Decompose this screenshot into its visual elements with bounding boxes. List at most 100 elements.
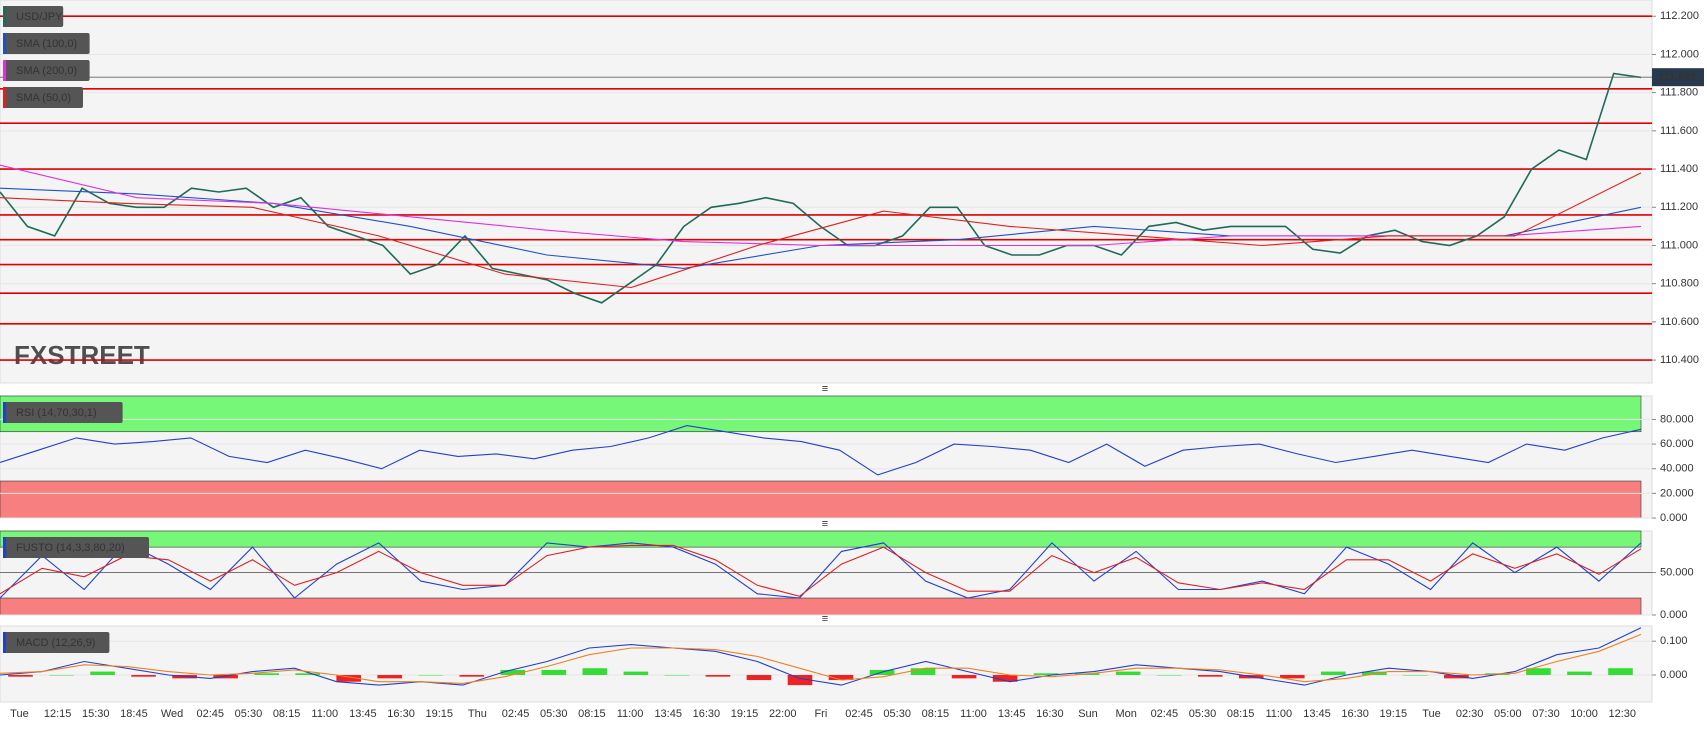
- histogram-bar: [746, 674, 772, 681]
- histogram-bar: [213, 674, 238, 679]
- y-tick-label: 80.000: [1660, 413, 1694, 425]
- x-tick-label: 11:00: [311, 708, 338, 720]
- series-line: [0, 544, 1642, 597]
- legend-box: [3, 87, 83, 108]
- x-tick-label: 19:15: [425, 708, 453, 720]
- zone-band: [0, 597, 1642, 616]
- x-tick-label: Thu: [468, 708, 487, 720]
- x-tick-label: 07:30: [1532, 708, 1560, 720]
- histogram-bar: [418, 674, 444, 676]
- y-tick-label: 111.800: [1660, 87, 1698, 99]
- histogram-bar: [1279, 674, 1305, 679]
- y-tick-label: 110.800: [1660, 278, 1699, 290]
- legend-swatch: [3, 60, 6, 81]
- pane-handle: ≡: [822, 613, 828, 625]
- histogram-bar: [1115, 671, 1141, 675]
- legend-swatch: [3, 6, 6, 27]
- legend-label: MACD (12,26,9): [16, 637, 95, 649]
- histogram-bar: [295, 673, 320, 675]
- x-tick-label: 05:30: [1189, 708, 1217, 720]
- x-tick-label: Wed: [161, 708, 183, 720]
- legend-swatch: [3, 632, 6, 653]
- series-line: [0, 172, 1642, 289]
- x-tick-label: 16:30: [693, 708, 721, 720]
- histogram-bar: [500, 669, 526, 675]
- histogram-bar: [1197, 674, 1223, 677]
- x-tick-label: 12:15: [44, 708, 72, 720]
- y-tick-label: 110.400: [1660, 354, 1699, 366]
- zone-band: [0, 530, 1642, 548]
- x-tick-label: 13:45: [1303, 708, 1331, 720]
- x-tick-label: 02:45: [845, 708, 873, 720]
- x-tick-label: 13:45: [349, 708, 377, 720]
- x-tick-label: 02:45: [1151, 708, 1179, 720]
- histogram-bar: [1403, 674, 1428, 676]
- legend-box: [3, 402, 123, 423]
- histogram-bar: [1156, 674, 1182, 676]
- x-tick-label: 11:00: [617, 708, 644, 720]
- x-tick-label: 22:00: [769, 708, 797, 720]
- y-tick-label: 111.600: [1660, 125, 1698, 137]
- x-tick-label: 11:00: [960, 708, 987, 720]
- series-line: [0, 633, 1642, 684]
- plot-area: [0, 0, 1653, 384]
- y-tick-label: 111.000: [1660, 239, 1698, 251]
- legend-label: SMA (100,0): [16, 38, 77, 50]
- histogram-bar: [8, 674, 33, 677]
- histogram-bar: [459, 674, 485, 677]
- histogram-bar: [541, 669, 567, 675]
- y-tick-label: 0.100: [1660, 635, 1688, 647]
- x-tick-label: 05:30: [540, 708, 568, 720]
- histogram-bar: [664, 674, 690, 676]
- pane-handle: ≡: [822, 383, 828, 395]
- x-tick-label: Tue: [10, 708, 29, 720]
- x-tick-label: 15:30: [82, 708, 110, 720]
- histogram-bar: [254, 673, 279, 675]
- x-tick-label: 11:00: [1265, 708, 1292, 720]
- x-tick-label: 16:30: [387, 708, 415, 720]
- histogram-bar: [705, 674, 731, 677]
- last-price-box: [1652, 68, 1704, 87]
- x-tick-label: Fri: [814, 708, 827, 720]
- histogram-bar: [828, 674, 854, 681]
- legend-swatch: [3, 402, 6, 423]
- x-tick-label: 05:30: [883, 708, 911, 720]
- y-tick-label: 60.000: [1660, 438, 1694, 450]
- y-tick-label: 20.000: [1660, 487, 1694, 499]
- x-tick-label: Mon: [1115, 708, 1136, 720]
- x-tick-label: 08:15: [922, 708, 950, 720]
- x-tick-label: 08:15: [273, 708, 301, 720]
- legend-box: [3, 6, 64, 27]
- x-tick-label: 18:45: [120, 708, 148, 720]
- y-tick-label: 110.600: [1660, 316, 1699, 328]
- y-tick-label: 0.000: [1660, 512, 1688, 524]
- histogram-bar: [582, 668, 608, 675]
- histogram-bar: [377, 674, 403, 679]
- histogram-bar: [992, 674, 1018, 682]
- legend-swatch: [3, 87, 6, 108]
- histogram-bar: [910, 668, 936, 675]
- histogram-bar: [787, 674, 813, 686]
- x-tick-label: 19:15: [731, 708, 759, 720]
- legend-label: SMA (200,0): [16, 65, 77, 77]
- x-tick-label: 02:45: [196, 708, 224, 720]
- x-tick-label: 05:00: [1494, 708, 1522, 720]
- y-tick-label: 0.000: [1660, 609, 1688, 621]
- histogram-bar: [49, 674, 74, 676]
- x-tick-label: 16:30: [1341, 708, 1369, 720]
- watermark: FXSTREET: [14, 340, 150, 370]
- legend-swatch: [3, 537, 6, 558]
- zone-band: [0, 395, 1642, 433]
- series-line: [0, 164, 1642, 247]
- legend-label: FUSTO (14,3,3,80,20): [16, 542, 125, 554]
- y-tick-label: 50.000: [1660, 566, 1694, 578]
- histogram-bar: [1567, 671, 1592, 675]
- y-tick-label: 111.200: [1660, 201, 1698, 213]
- x-tick-label: 13:45: [998, 708, 1026, 720]
- legend-box: [3, 632, 110, 653]
- x-tick-label: 02:45: [502, 708, 530, 720]
- last-price-label: 111.881: [1658, 71, 1697, 83]
- histogram-bar: [131, 674, 156, 677]
- legend-box: [3, 537, 149, 558]
